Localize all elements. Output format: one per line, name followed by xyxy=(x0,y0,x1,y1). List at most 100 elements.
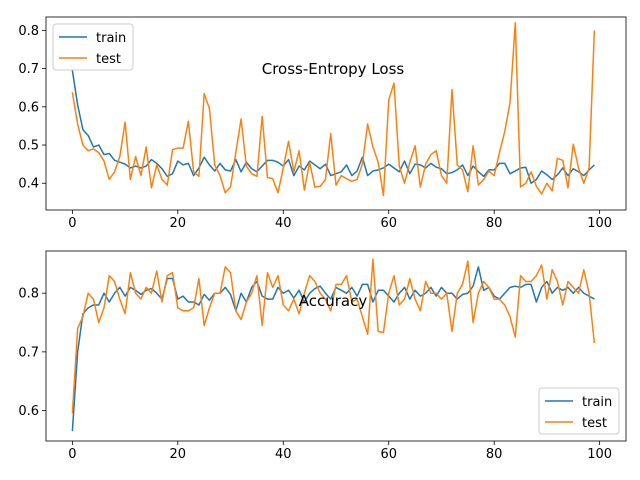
loss-chart-title: Cross-Entropy Loss xyxy=(262,60,405,78)
accuracy-train-point xyxy=(314,288,316,290)
accuracy-test-point xyxy=(209,307,211,309)
accuracy-test-point xyxy=(251,292,253,294)
accuracy-test-point xyxy=(446,292,448,294)
loss-test-point xyxy=(245,165,247,167)
loss-test-point xyxy=(87,150,89,152)
loss-train-point xyxy=(267,159,269,161)
loss-train-point xyxy=(230,170,232,172)
loss-test-point xyxy=(425,163,427,165)
loss-train-point xyxy=(372,170,374,172)
accuracy-test-point xyxy=(293,298,295,300)
loss-test-point xyxy=(182,147,184,149)
loss-test-point xyxy=(551,190,553,192)
accuracy-test-point xyxy=(114,281,116,283)
accuracy-train-point xyxy=(209,299,211,301)
accuracy-train-point xyxy=(483,289,485,291)
loss-test-point xyxy=(377,161,379,163)
accuracy-train-point xyxy=(267,298,269,300)
loss-train-point xyxy=(383,167,385,169)
accuracy-test-point xyxy=(551,269,553,271)
accuracy-train-point xyxy=(156,292,158,294)
accuracy-test-point xyxy=(557,281,559,283)
loss-test-point xyxy=(151,187,153,189)
loss-test-point xyxy=(483,179,485,181)
loss-test-point xyxy=(325,179,327,181)
loss-train-point xyxy=(435,166,437,168)
loss-test-point xyxy=(282,167,284,169)
accuracy-test-point xyxy=(330,310,332,312)
accuracy-train-point xyxy=(383,289,385,291)
loss-train-point xyxy=(393,167,395,169)
loss-test-point xyxy=(119,156,121,158)
loss-test-point xyxy=(477,184,479,186)
accuracy-train-point xyxy=(377,289,379,291)
accuracy-xtick-label: 100 xyxy=(587,447,612,462)
loss-test-point xyxy=(135,156,137,158)
accuracy-test-point xyxy=(435,292,437,294)
accuracy-xtick-label: 80 xyxy=(486,447,503,462)
loss-train-point xyxy=(451,172,453,174)
accuracy-train-point xyxy=(71,430,73,432)
accuracy-test-point xyxy=(166,275,168,277)
loss-train-point xyxy=(330,175,332,177)
loss-train-point xyxy=(351,175,353,177)
loss-train-point xyxy=(525,166,527,168)
loss-test-point xyxy=(514,22,516,24)
accuracy-test-point xyxy=(393,275,395,277)
accuracy-test-point xyxy=(504,304,506,306)
loss-test-point xyxy=(557,158,559,160)
loss-train-point xyxy=(535,179,537,181)
accuracy-train-point xyxy=(277,286,279,288)
loss-test-point xyxy=(419,186,421,188)
accuracy-test-point xyxy=(583,269,585,271)
accuracy-train-line xyxy=(71,266,595,432)
accuracy-test-point xyxy=(272,286,274,288)
loss-test-point xyxy=(272,178,274,180)
accuracy-test-point xyxy=(425,281,427,283)
loss-test-point xyxy=(530,171,532,173)
loss-train-point xyxy=(583,175,585,177)
accuracy-test-point xyxy=(404,298,406,300)
loss-train-point xyxy=(108,153,110,155)
accuracy-test-point xyxy=(193,307,195,309)
loss-test-point xyxy=(541,193,543,195)
accuracy-test-point xyxy=(383,332,385,334)
loss-train-point xyxy=(151,159,153,161)
accuracy-test-point xyxy=(103,307,105,309)
accuracy-train-point xyxy=(77,351,79,353)
accuracy-test-point xyxy=(172,272,174,274)
accuracy-train-point xyxy=(361,284,363,286)
accuracy-train-point xyxy=(393,301,395,303)
loss-test-point xyxy=(256,175,258,177)
loss-train-point xyxy=(161,168,163,170)
loss-train-point xyxy=(546,174,548,176)
accuracy-train-point xyxy=(472,285,474,287)
accuracy-test-point xyxy=(346,275,348,277)
accuracy-test-point xyxy=(499,298,501,300)
loss-train-point xyxy=(135,165,137,167)
loss-test-point xyxy=(303,189,305,191)
accuracy-train-point xyxy=(298,289,300,291)
accuracy-train-point xyxy=(467,292,469,294)
loss-train-point xyxy=(145,165,147,167)
loss-test-point xyxy=(356,179,358,181)
loss-train-point xyxy=(462,164,464,166)
accuracy-train-point xyxy=(240,292,242,294)
accuracy-train-point xyxy=(367,284,369,286)
loss-test-point xyxy=(488,170,490,172)
loss-test-point xyxy=(214,164,216,166)
loss-legend-train-label: train xyxy=(96,31,126,46)
accuracy-test-point xyxy=(535,275,537,277)
loss-train-point xyxy=(509,173,511,175)
loss-test-point xyxy=(504,131,506,133)
accuracy-train-point xyxy=(261,295,263,297)
loss-test-point xyxy=(499,152,501,154)
loss-test-point xyxy=(288,140,290,142)
loss-xtick-label: 60 xyxy=(380,216,397,231)
loss-ytick-label: 0.7 xyxy=(18,62,39,77)
accuracy-ytick-label: 0.8 xyxy=(18,287,39,302)
loss-train-point xyxy=(472,165,474,167)
loss-test-point xyxy=(583,182,585,184)
loss-test-point xyxy=(367,123,369,125)
loss-test-point xyxy=(346,178,348,180)
